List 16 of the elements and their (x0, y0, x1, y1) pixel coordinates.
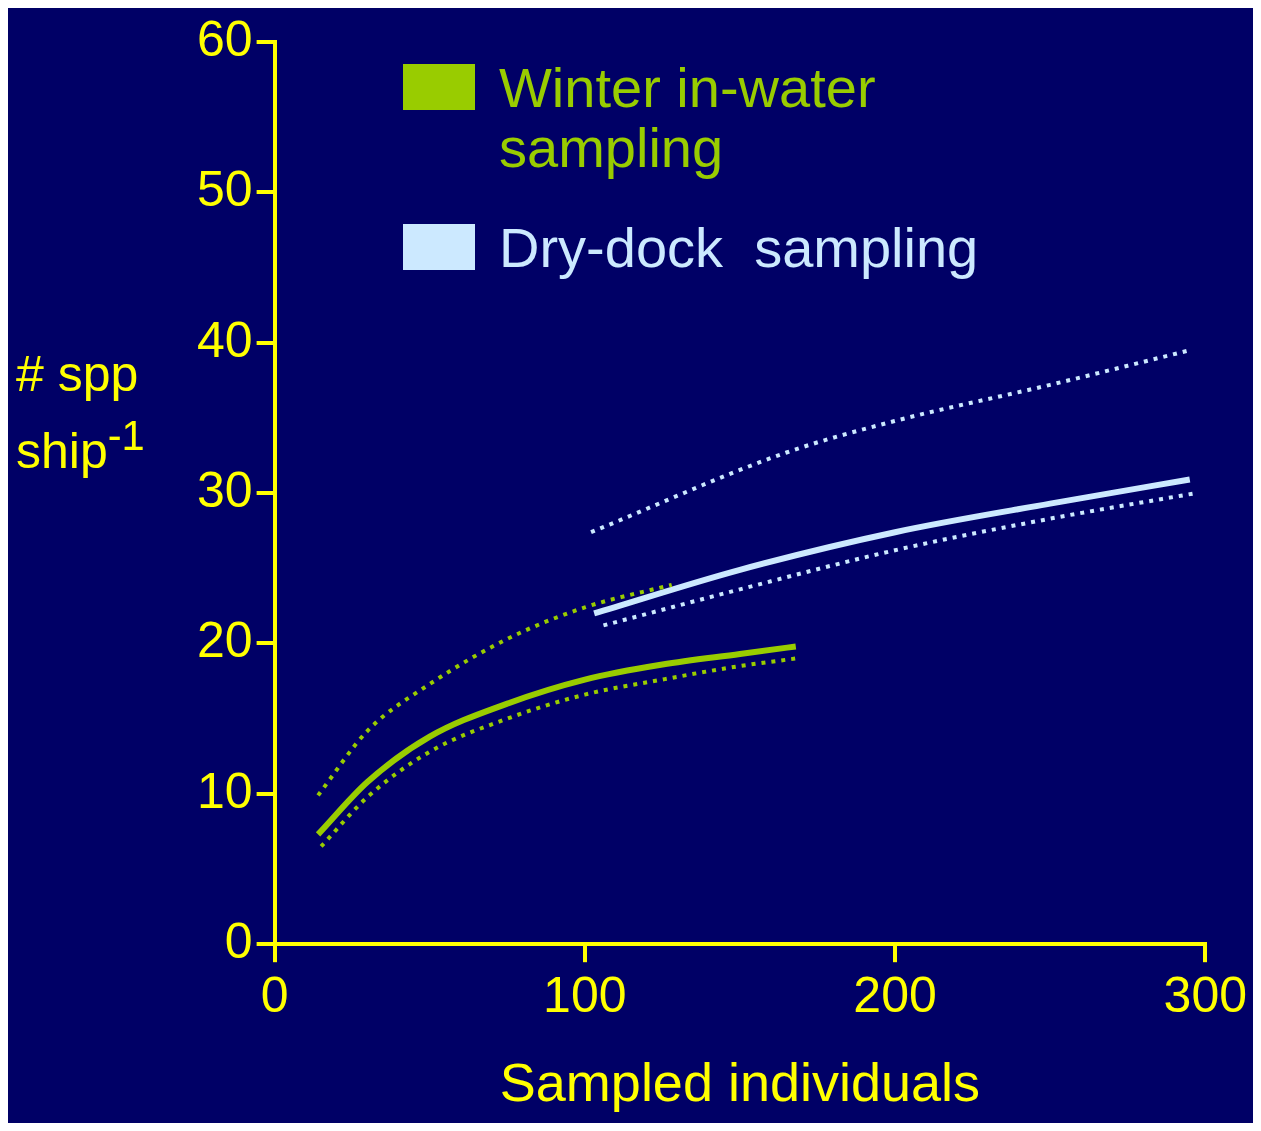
y-tick-label: 50 (196, 161, 253, 218)
x-axis-title: Sampled individuals (499, 1052, 981, 1113)
y-tick-label: 60 (196, 10, 253, 67)
legend-label: Dry-dock sampling (499, 216, 980, 279)
line-series (316, 582, 674, 798)
x-tick-label: 0 (260, 966, 289, 1023)
x-tick-label: 200 (853, 966, 937, 1023)
y-tick-label: 20 (196, 612, 253, 669)
y-tick-label: 30 (196, 461, 253, 518)
x-tick-label: 100 (543, 966, 627, 1023)
y-axis-title: # spp ship$^{-1}$ (16, 345, 146, 481)
y-tick-label: 10 (196, 762, 253, 819)
y-tick-label: 40 (196, 311, 253, 368)
x-tick-label: 300 (1163, 966, 1248, 1023)
legend-label: Winter in-water sampling (499, 56, 877, 179)
y-tick-label: 0 (224, 912, 253, 969)
